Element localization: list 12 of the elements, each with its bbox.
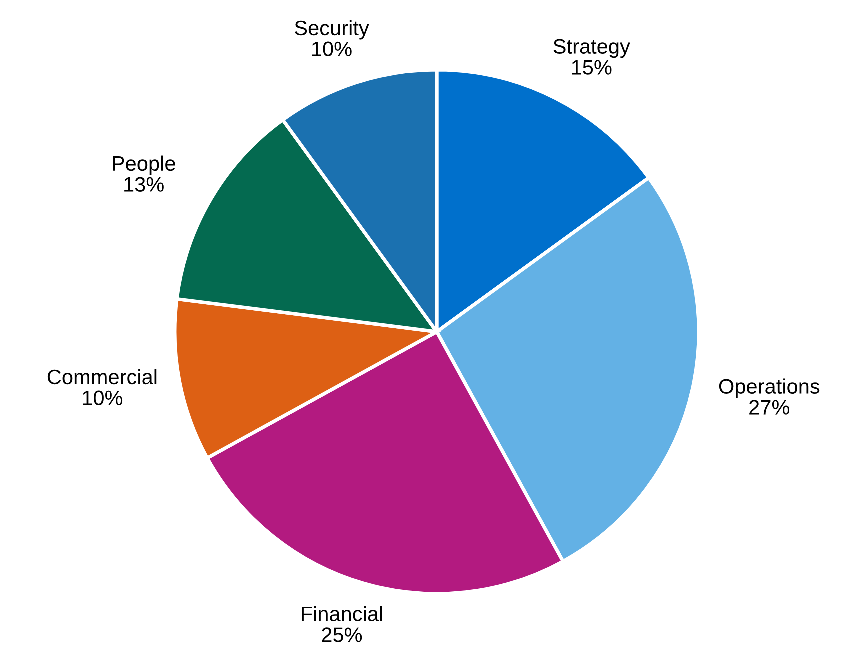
data-label: 10% — [83, 390, 123, 406]
data-label: 25% — [322, 628, 362, 642]
slice-label: Financial — [302, 606, 382, 622]
slice-label: Strategy — [554, 39, 630, 58]
data-label: 27% — [750, 400, 790, 415]
slice-label: Operations — [719, 378, 820, 398]
data-label: 10% — [312, 42, 352, 57]
data-label: 15% — [572, 60, 612, 75]
slice-label: Security — [295, 20, 370, 40]
slice-label: Commercial — [48, 369, 157, 385]
data-label: 13% — [124, 177, 164, 192]
slice-label: People — [113, 156, 176, 176]
